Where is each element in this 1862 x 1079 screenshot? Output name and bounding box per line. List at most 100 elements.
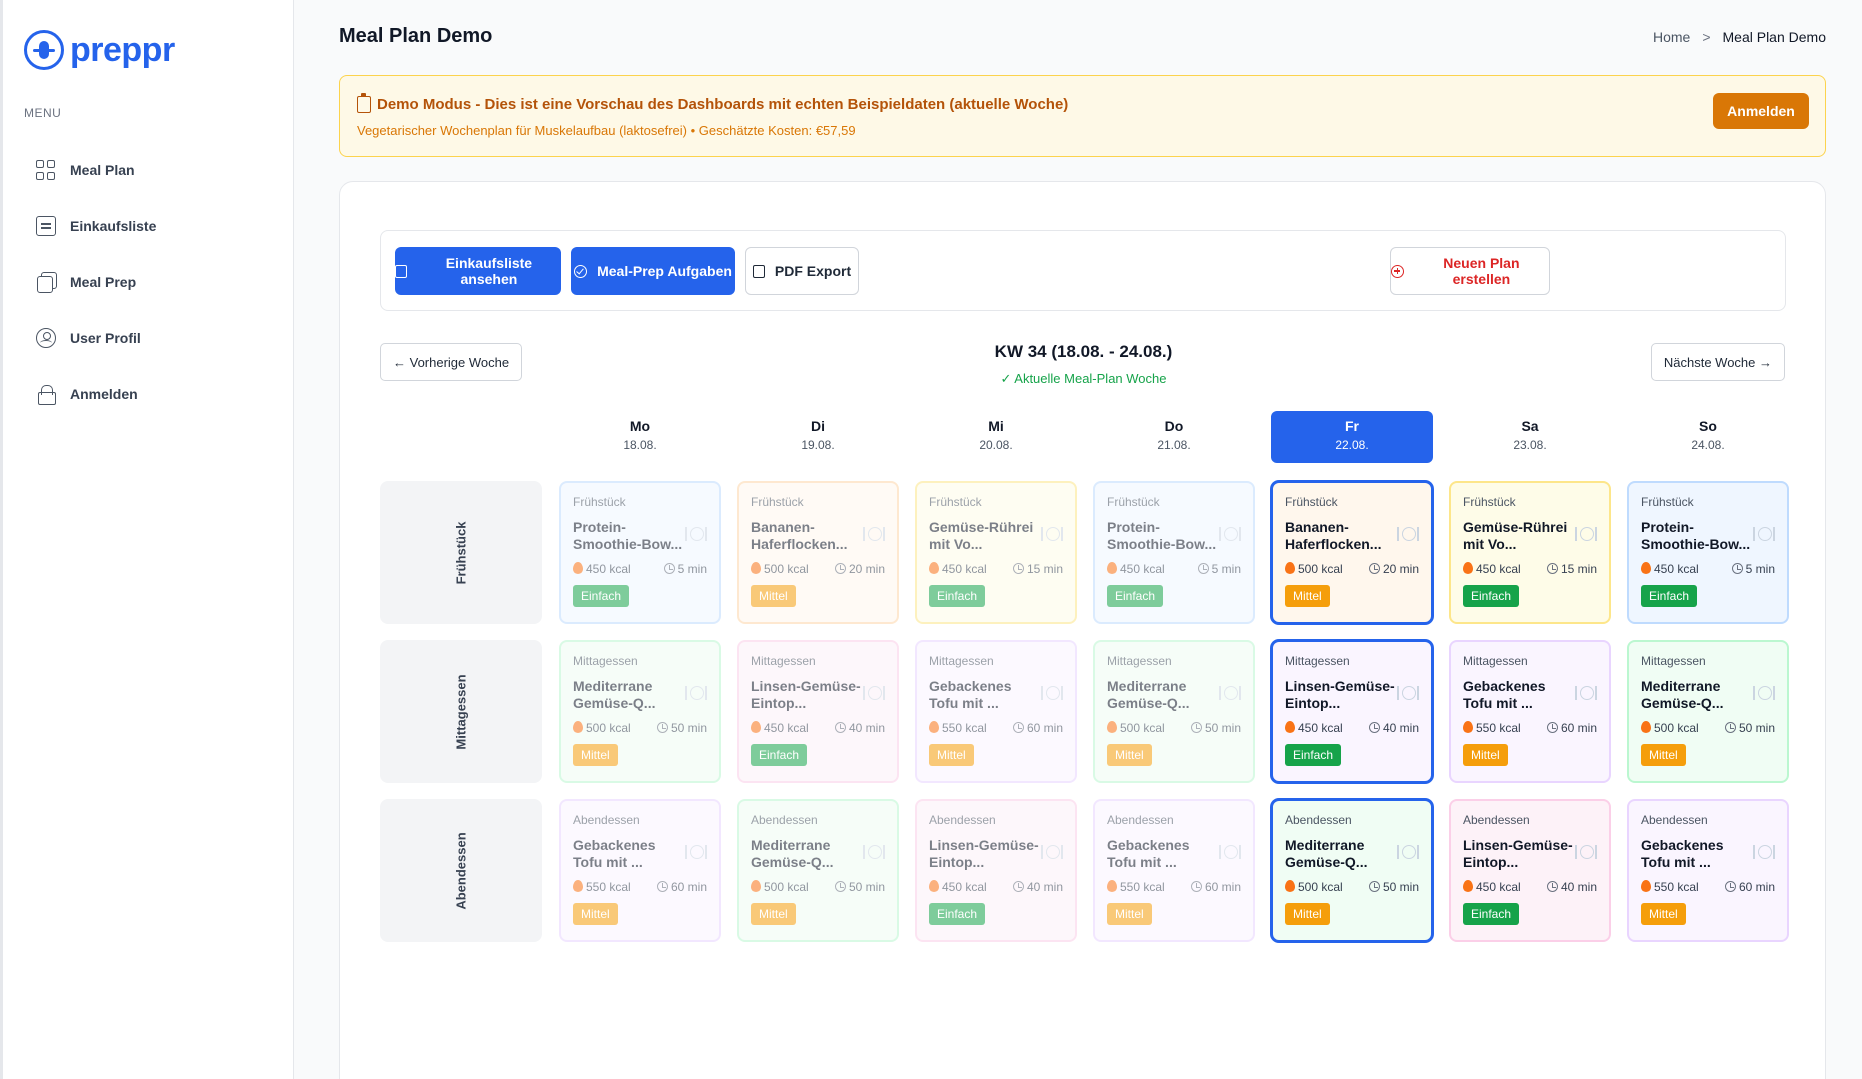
sidebar-item-einkaufsliste[interactable]: Einkaufsliste bbox=[36, 198, 276, 254]
meal-name: Mediterrane Gemüse-Q... bbox=[1285, 837, 1368, 870]
day-header-5[interactable]: Sa 23.08. bbox=[1449, 411, 1611, 463]
clock-icon bbox=[656, 722, 668, 733]
meal-card[interactable]: Abendessen Gebackenes Tofu mit ... 550 k… bbox=[1627, 799, 1789, 942]
banner-subtitle: Vegetarischer Wochenplan für Muskelaufba… bbox=[357, 123, 856, 138]
meal-card[interactable]: Mittagessen Mediterrane Gemüse-Q... 500 … bbox=[559, 640, 721, 783]
meal-type: Frühstück bbox=[1463, 495, 1516, 509]
day-header-6[interactable]: So 24.08. bbox=[1627, 411, 1789, 463]
sidebar-item-user-profil[interactable]: User Profil bbox=[36, 310, 276, 366]
next-week-button[interactable]: Nächste Woche → bbox=[1650, 343, 1785, 381]
meal-card[interactable]: Abendessen Gebackenes Tofu mit ... 550 k… bbox=[559, 799, 721, 942]
meal-name: Mediterrane Gemüse-Q... bbox=[1107, 678, 1190, 711]
meal-time: 50 min bbox=[1368, 880, 1419, 894]
clock-icon bbox=[1724, 881, 1736, 892]
meal-card[interactable]: Mittagessen Mediterrane Gemüse-Q... 500 … bbox=[1627, 640, 1789, 783]
meal-calories: 450 kcal bbox=[1463, 880, 1521, 894]
meal-time: 15 min bbox=[1012, 562, 1063, 576]
meal-meta: 500 kcal 20 min bbox=[751, 562, 885, 576]
meal-calories: 450 kcal bbox=[573, 562, 631, 576]
meal-card[interactable]: Frühstück Protein-Smoothie-Bow... 450 kc… bbox=[559, 481, 721, 624]
pdf-export-button[interactable]: PDF Export bbox=[745, 247, 859, 295]
day-name: Fr bbox=[1345, 418, 1359, 434]
previous-week-button[interactable]: ← Vorherige Woche bbox=[380, 343, 523, 381]
clock-icon bbox=[663, 563, 675, 574]
app-logo[interactable]: preppr bbox=[24, 30, 175, 70]
meal-card[interactable]: Mittagessen Gebackenes Tofu mit ... 550 … bbox=[915, 640, 1077, 783]
sidebar-item-meal-prep[interactable]: Meal Prep bbox=[36, 254, 276, 310]
menu-label: MENU bbox=[24, 106, 62, 120]
sidebar-item-meal-plan[interactable]: Meal Plan bbox=[36, 142, 276, 198]
meal-time: 50 min bbox=[1724, 721, 1775, 735]
app-name: preppr bbox=[70, 30, 175, 69]
kcal-value: 550 kcal bbox=[1476, 721, 1521, 735]
flame-icon bbox=[1641, 721, 1651, 733]
meal-type: Abendessen bbox=[1107, 813, 1174, 827]
meal-name: Gebackenes Tofu mit ... bbox=[929, 678, 1012, 711]
meal-calories: 450 kcal bbox=[1285, 721, 1343, 735]
meal-meta: 450 kcal 15 min bbox=[929, 562, 1063, 576]
meal-card[interactable]: Frühstück Gemüse-Rührei mit Vo... 450 kc… bbox=[1449, 481, 1611, 624]
meal-card[interactable]: Abendessen Mediterrane Gemüse-Q... 500 k… bbox=[1271, 799, 1433, 942]
meal-card[interactable]: Frühstück Protein-Smoothie-Bow... 450 kc… bbox=[1093, 481, 1255, 624]
meal-card[interactable]: Abendessen Gebackenes Tofu mit ... 550 k… bbox=[1093, 799, 1255, 942]
meal-card[interactable]: Frühstück Protein-Smoothie-Bow... 450 kc… bbox=[1627, 481, 1789, 624]
shopping-list-button[interactable]: Einkaufsliste ansehen bbox=[395, 247, 561, 295]
meal-card[interactable]: Frühstück Gemüse-Rührei mit Vo... 450 kc… bbox=[915, 481, 1077, 624]
sidebar-item-label: Meal Plan bbox=[70, 162, 135, 178]
meal-name: Mediterrane Gemüse-Q... bbox=[751, 837, 834, 870]
meal-name: Linsen-Gemüse-Eintop... bbox=[1285, 678, 1395, 711]
time-value: 5 min bbox=[1211, 562, 1241, 576]
meal-time: 20 min bbox=[834, 562, 885, 576]
meal-card[interactable]: Mittagessen Gebackenes Tofu mit ... 550 … bbox=[1449, 640, 1611, 783]
day-header-4[interactable]: Fr 22.08. bbox=[1271, 411, 1433, 463]
plate-cutlery-icon bbox=[1753, 527, 1775, 541]
meal-name: Bananen-Haferflocken... bbox=[751, 519, 848, 552]
day-header-3[interactable]: Do 21.08. bbox=[1093, 411, 1255, 463]
row-label-text: Abendessen bbox=[453, 831, 469, 910]
breadcrumb-home-link[interactable]: Home bbox=[1652, 29, 1691, 45]
flame-icon bbox=[1107, 721, 1117, 733]
meal-prep-tasks-label: Meal-Prep Aufgaben bbox=[597, 263, 732, 279]
day-date: 21.08. bbox=[1157, 438, 1191, 452]
time-value: 5 min bbox=[677, 562, 707, 576]
time-value: 60 min bbox=[670, 880, 707, 894]
meal-meta: 450 kcal 40 min bbox=[1285, 721, 1419, 735]
demo-banner: Demo Modus - Dies ist eine Vorschau des … bbox=[339, 75, 1826, 157]
meal-card[interactable]: Abendessen Linsen-Gemüse-Eintop... 450 k… bbox=[1449, 799, 1611, 942]
flame-icon bbox=[573, 562, 583, 574]
banner-login-button[interactable]: Anmelden bbox=[1713, 93, 1809, 129]
day-date: 24.08. bbox=[1691, 438, 1725, 452]
difficulty-badge: Mittel bbox=[1641, 744, 1686, 766]
plus-circle-icon bbox=[1391, 264, 1404, 278]
meal-name: Linsen-Gemüse-Eintop... bbox=[751, 678, 861, 711]
time-value: 60 min bbox=[1560, 721, 1597, 735]
meal-type: Mittagessen bbox=[573, 654, 638, 668]
sidebar-item-anmelden[interactable]: Anmelden bbox=[36, 366, 276, 422]
meal-card[interactable]: Frühstück Bananen-Haferflocken... 500 kc… bbox=[737, 481, 899, 624]
plate-cutlery-icon bbox=[1041, 845, 1063, 859]
meal-card[interactable]: Mittagessen Linsen-Gemüse-Eintop... 450 … bbox=[1271, 640, 1433, 783]
kcal-value: 450 kcal bbox=[942, 880, 987, 894]
meal-calories: 550 kcal bbox=[1463, 721, 1521, 735]
meal-time: 5 min bbox=[1731, 562, 1775, 576]
meal-prep-tasks-button[interactable]: Meal-Prep Aufgaben bbox=[571, 247, 735, 295]
meal-meta: 500 kcal 50 min bbox=[751, 880, 885, 894]
day-name: So bbox=[1699, 418, 1717, 434]
day-header-2[interactable]: Mi 20.08. bbox=[915, 411, 1077, 463]
new-plan-button[interactable]: Neuen Plan erstellen bbox=[1390, 247, 1550, 295]
meal-type: Abendessen bbox=[573, 813, 640, 827]
meal-card[interactable]: Abendessen Mediterrane Gemüse-Q... 500 k… bbox=[737, 799, 899, 942]
flame-icon bbox=[1463, 562, 1473, 574]
meal-card[interactable]: Mittagessen Mediterrane Gemüse-Q... 500 … bbox=[1093, 640, 1255, 783]
meal-time: 50 min bbox=[834, 880, 885, 894]
day-name: Mo bbox=[629, 418, 651, 434]
meal-card[interactable]: Frühstück Bananen-Haferflocken... 500 kc… bbox=[1271, 481, 1433, 624]
meal-card[interactable]: Mittagessen Linsen-Gemüse-Eintop... 450 … bbox=[737, 640, 899, 783]
difficulty-badge: Einfach bbox=[929, 903, 986, 925]
row-label-text: Frühstück bbox=[453, 521, 469, 584]
flame-icon bbox=[929, 562, 939, 574]
meal-card[interactable]: Abendessen Linsen-Gemüse-Eintop... 450 k… bbox=[915, 799, 1077, 942]
day-header-1[interactable]: Di 19.08. bbox=[737, 411, 899, 463]
day-header-0[interactable]: Mo 18.08. bbox=[559, 411, 721, 463]
meal-name: Bananen-Haferflocken... bbox=[1285, 519, 1382, 552]
